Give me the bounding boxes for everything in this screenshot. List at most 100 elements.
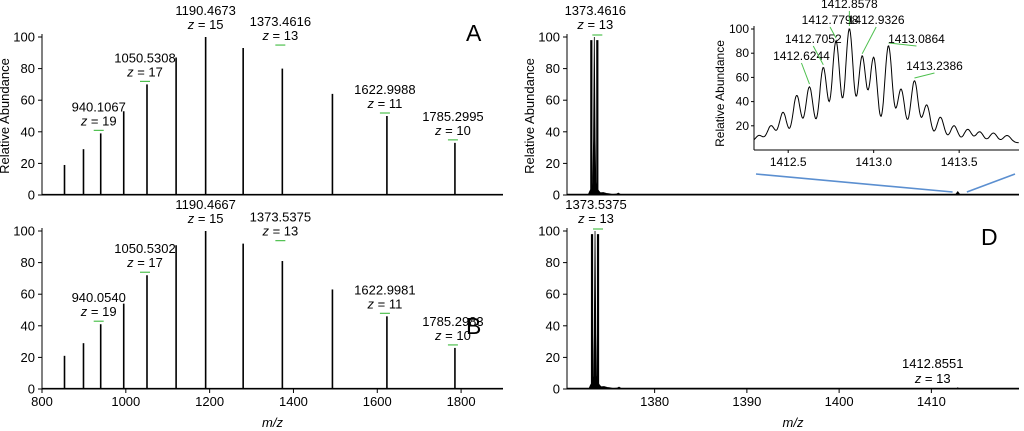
y-tick-label: 20 (546, 350, 560, 365)
inset-y-tick-label: 100 (729, 22, 749, 36)
y-tick-label: 100 (13, 30, 35, 45)
inset-peak-mz-label: 1413.2386 (906, 59, 963, 73)
peak-mz-label: 1412.8551 (902, 356, 963, 371)
inset-annotation-leader (914, 72, 935, 79)
y-tick-label: 100 (538, 30, 560, 45)
panel-letter: D (981, 224, 998, 250)
x-tick-label: 1800 (447, 394, 476, 409)
x-tick-label: 1200 (195, 394, 224, 409)
peak-charge-label: z = 19 (80, 304, 117, 319)
peak-charge-label: z = 13 (914, 371, 951, 386)
y-tick-label: 0 (28, 382, 35, 397)
inset-annotation-leader (812, 45, 824, 65)
y-tick-label: 0 (553, 382, 560, 397)
inset-spectrum-trace (753, 28, 1019, 144)
y-tick-label: 60 (21, 287, 35, 302)
inset-y-axis-label: Relative Abundance (713, 40, 727, 147)
y-tick-label: 20 (546, 156, 560, 171)
peak-charge-label: z = 11 (367, 96, 403, 111)
y-tick-label: 20 (21, 156, 35, 171)
inset-annotation-leader (800, 62, 810, 85)
x-tick-label: 1000 (111, 394, 140, 409)
peak-mz-label: 1190.4667 (175, 197, 236, 212)
peak-charge-label: z = 17 (126, 64, 163, 79)
y-tick-label: 40 (21, 124, 35, 139)
peak-mz-label: 1190.4673 (175, 3, 236, 18)
peak-charge-label: z = 10 (434, 123, 471, 138)
panel-b: 0 20 40 60 80 100 800 1000 1200 1400 1600 1800 m/z B 9… (13, 197, 503, 430)
peak-mz-label: 1785.2995 (422, 109, 483, 124)
y-tick-label: 0 (28, 188, 35, 203)
x-tick-label: 1400 (825, 394, 854, 409)
y-tick-label: 60 (546, 93, 560, 108)
x-tick-label: 1410 (917, 394, 946, 409)
peak-charge-label: z = 17 (126, 255, 163, 270)
inset-x-tick-label: 1412.5 (770, 155, 807, 169)
inset-x-tick-label: 1413.5 (941, 155, 978, 169)
peak-mz-label: 1785.2983 (422, 314, 483, 329)
inset-peak-mz-label: 1412.8578 (821, 0, 878, 11)
y-tick-label: 100 (13, 224, 35, 239)
peak-mz-label: 1373.4616 (565, 3, 626, 18)
inset-peak-mz-label: 1412.9326 (848, 13, 905, 27)
inset-peak-mz-label: 1412.6244 (773, 49, 830, 63)
y-tick-label: 80 (546, 61, 560, 76)
x-tick-label: 1400 (279, 394, 308, 409)
inset-y-tick-label: 40 (736, 95, 750, 109)
inset-annotation-leader (861, 26, 877, 55)
x-axis-label: m/z (262, 415, 283, 430)
peak-mz-label: 1050.5302 (114, 241, 175, 256)
peak-mz-label: 940.0540 (72, 290, 126, 305)
peak-charge-label: z = 13 (576, 17, 613, 32)
peak-charge-label: z = 13 (261, 28, 298, 43)
y-tick-label: 80 (21, 255, 35, 270)
x-tick-label: 1380 (640, 394, 669, 409)
x-tick-label: 800 (31, 394, 53, 409)
inset-y-tick-label: 60 (736, 70, 750, 84)
peak-mz-label: 1622.9981 (354, 282, 415, 297)
inset-peak-mz-label: 1412.7798 (802, 13, 859, 27)
x-tick-label: 1600 (363, 394, 392, 409)
y-tick-label: 80 (21, 61, 35, 76)
zoom-source-peak (954, 191, 961, 195)
y-tick-label: 40 (546, 124, 560, 139)
inset-x-tick-label: 1413.0 (855, 155, 892, 169)
peak-charge-label: z = 13 (577, 211, 614, 226)
panel-d: 0 20 40 60 80 100 1380 1390 1400 1410 m/z D 1373.537… (538, 197, 1020, 430)
peak-mz-label: 1622.9988 (354, 82, 415, 97)
peak-charge-label: z = 10 (434, 328, 471, 343)
zoom-inset: 20 40 60 80 100 1412.5 1413.0 1413.5 Relative Ab… (684, 0, 1024, 177)
peak-charge-label: z = 15 (187, 211, 224, 226)
y-axis-label: Relative Abundance (0, 58, 12, 174)
inset-peak-mz-label: 1412.7052 (785, 32, 842, 46)
panel-letter: A (466, 20, 482, 46)
peak-mz-label: 1373.5375 (250, 210, 311, 225)
inset-background (684, 21, 1024, 177)
peak-charge-label: z = 13 (261, 224, 298, 239)
inset-peak-mz-label: 1413.0864 (888, 32, 945, 46)
inset-y-tick-label: 80 (736, 46, 750, 60)
y-tick-label: 0 (553, 188, 560, 203)
peak-mz-label: 1373.4616 (250, 14, 311, 29)
x-axis-label: m/z (783, 415, 804, 430)
zoom-connector (755, 173, 953, 193)
panel-letter: B (466, 313, 481, 339)
y-tick-label: 100 (538, 224, 560, 239)
inset-annotation-leader (888, 42, 917, 47)
x-tick-label: 1390 (732, 394, 761, 409)
inset-annotation-leader (829, 26, 837, 39)
peak-mz-label: 1373.5375 (565, 197, 626, 212)
peak-charge-label: z = 19 (80, 113, 117, 128)
peak-charge-label: z = 15 (187, 17, 224, 32)
y-tick-label: 60 (546, 287, 560, 302)
y-tick-label: 80 (546, 255, 560, 270)
y-tick-label: 40 (21, 318, 35, 333)
y-tick-label: 60 (21, 93, 35, 108)
peak-mz-label: 940.1067 (72, 99, 126, 114)
y-tick-label: 40 (546, 318, 560, 333)
peak-charge-label: z = 11 (367, 296, 403, 311)
inset-y-tick-label: 20 (736, 119, 750, 133)
